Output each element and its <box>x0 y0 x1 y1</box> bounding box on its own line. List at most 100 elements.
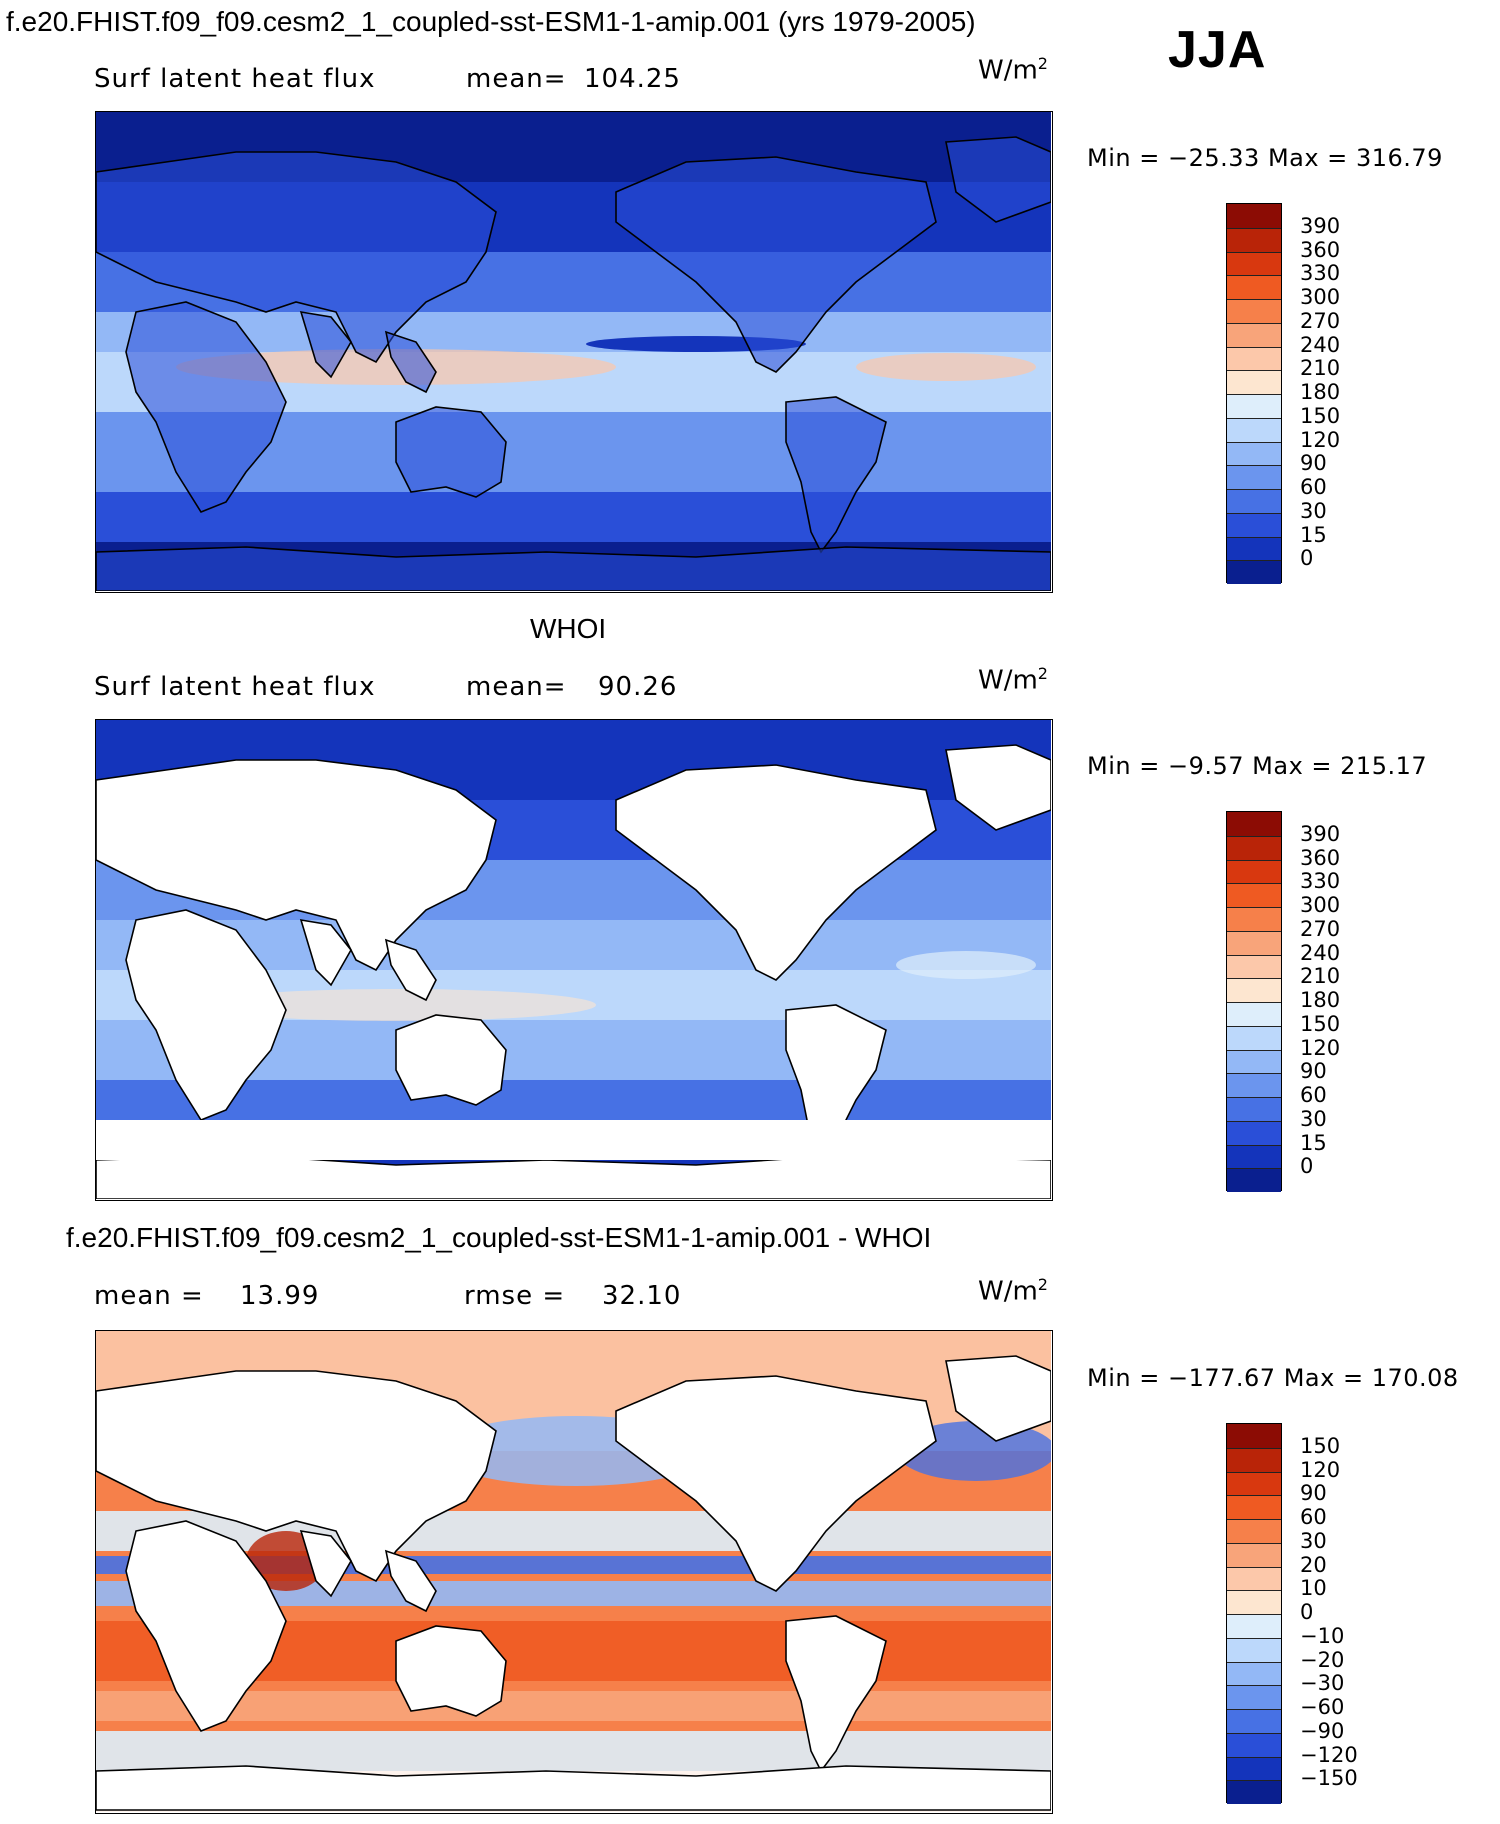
colorbar-tick-label: 210 <box>1300 964 1341 989</box>
panel-diff-mean-label: mean = <box>94 1281 204 1311</box>
colorbar-box <box>1227 1471 1281 1496</box>
colorbar-box <box>1227 1447 1281 1472</box>
colorbar-tick-label: 300 <box>1300 285 1341 309</box>
colorbar-box <box>1227 1097 1281 1121</box>
colorbar-tick-label: 0 <box>1300 546 1314 571</box>
colorbar-tick-label: 360 <box>1300 237 1341 262</box>
coastline-seasia <box>384 330 437 394</box>
colorbar-tick-label: −150 <box>1300 1766 1358 1791</box>
colorbar-box <box>1227 441 1281 466</box>
panel-obs-map <box>95 719 1053 1201</box>
coastline-africa <box>125 909 287 1121</box>
colorbar-tick-label: −30 <box>1300 1671 1345 1696</box>
colorbar-box <box>1227 560 1281 584</box>
coastline-greenland <box>945 136 1051 223</box>
colorbar-box <box>1227 1025 1281 1050</box>
colorbar-tick-label: 180 <box>1300 988 1341 1012</box>
colorbar-box <box>1227 1049 1281 1074</box>
panel-obs-units: W/m2 <box>978 664 1048 696</box>
colorbar-box <box>1227 489 1281 513</box>
colorbar-tick-label: 270 <box>1300 308 1341 333</box>
colorbar-box <box>1227 417 1281 442</box>
colorbar-tick-label: 60 <box>1300 1083 1327 1107</box>
panel-model-units: W/m2 <box>978 54 1048 86</box>
panel-diff-minmax: Min = −177.67 Max = 170.08 <box>1087 1364 1459 1392</box>
panel-obs-mean-value: 90.26 <box>598 672 678 702</box>
panel-diff-heading: f.e20.FHIST.f09_f09.cesm2_1_coupled-sst-… <box>66 1222 932 1253</box>
colorbar-tick-label: 390 <box>1300 821 1341 846</box>
colorbar-tick-label: 90 <box>1300 451 1327 476</box>
colorbar-box <box>1227 1566 1281 1591</box>
figure-title: f.e20.FHIST.f09_f09.cesm2_1_coupled-sst-… <box>6 6 976 37</box>
panel-diff-colorbar <box>1226 1423 1282 1804</box>
colorbar-box <box>1227 1424 1281 1448</box>
colorbar-box <box>1227 204 1281 228</box>
panel-model-mean-label: mean= <box>466 64 567 94</box>
coastline-antarctica <box>96 546 1051 591</box>
colorbar-box <box>1227 1168 1281 1192</box>
colorbar-tick-label: 120 <box>1300 427 1341 452</box>
colorbar-box <box>1227 1519 1281 1543</box>
colorbar-tick-label: 90 <box>1300 1059 1327 1084</box>
coastline-greenland <box>945 744 1051 831</box>
colorbar-box <box>1227 1780 1281 1804</box>
colorbar-tick-label: 300 <box>1300 893 1341 917</box>
coastline-namerica <box>615 764 937 981</box>
colorbar-tick-label: 120 <box>1300 1035 1341 1060</box>
colorbar-tick-label: 180 <box>1300 380 1341 404</box>
colorbar-tick-label: 10 <box>1300 1576 1327 1601</box>
colorbar-tick-label: 60 <box>1300 475 1327 499</box>
panel-diff-map <box>95 1330 1053 1814</box>
coastline-seasia <box>384 938 437 1002</box>
colorbar-box <box>1227 1614 1281 1638</box>
colorbar-box <box>1227 1732 1281 1757</box>
coastline-eurasia <box>96 151 497 364</box>
panel-obs-colorbar <box>1226 811 1282 1192</box>
colorbar-tick-label: 60 <box>1300 1505 1327 1529</box>
panel-obs-variable: Surf latent heat flux <box>94 672 376 702</box>
panel-diff-rmse-label: rmse = <box>464 1281 566 1311</box>
coastline-greenland <box>945 1355 1051 1442</box>
panel-obs-minmax: Min = −9.57 Max = 215.17 <box>1087 752 1428 780</box>
colorbar-tick-label: 330 <box>1300 261 1341 286</box>
coastline-namerica <box>615 1375 937 1592</box>
colorbar-tick-label: 90 <box>1300 1481 1327 1506</box>
colorbar-box <box>1227 1120 1281 1145</box>
colorbar-tick-label: 20 <box>1300 1552 1327 1577</box>
colorbar-tick-label: 120 <box>1300 1457 1341 1482</box>
coastline-australia <box>395 1014 507 1106</box>
coastline-eurasia <box>96 759 497 972</box>
colorbar-tick-label: 390 <box>1300 213 1341 238</box>
panel-diff-units: W/m2 <box>978 1275 1048 1307</box>
panel-model-map <box>95 111 1053 593</box>
colorbar-box <box>1227 512 1281 537</box>
coastline-antarctica <box>96 1765 1051 1811</box>
colorbar-box <box>1227 930 1281 955</box>
colorbar-tick-label: 30 <box>1300 1528 1327 1553</box>
coastline-australia <box>395 406 507 498</box>
colorbar-box <box>1227 275 1281 299</box>
colorbar-tick-label: 150 <box>1300 403 1341 428</box>
panel-model-mean-value: 104.25 <box>584 64 681 94</box>
colorbar-box <box>1227 907 1281 931</box>
colorbar-tick-label: 0 <box>1300 1600 1314 1624</box>
colorbar-tick-label: −20 <box>1300 1647 1345 1672</box>
colorbar-box <box>1227 1661 1281 1686</box>
colorbar-box <box>1227 251 1281 276</box>
colorbar-box <box>1227 394 1281 418</box>
colorbar-box <box>1227 1542 1281 1567</box>
colorbar-tick-label: 15 <box>1300 522 1327 547</box>
panel-model-minmax: Min = −25.33 Max = 316.79 <box>1087 144 1443 172</box>
colorbar-tick-label: 240 <box>1300 940 1341 965</box>
colorbar-box <box>1227 1756 1281 1781</box>
panel-diff-rmse-value: 32.10 <box>602 1281 682 1311</box>
colorbar-tick-label: 240 <box>1300 332 1341 357</box>
colorbar-tick-label: −120 <box>1300 1742 1358 1767</box>
colorbar-box <box>1227 227 1281 252</box>
coastline-samerica <box>785 1615 887 1773</box>
colorbar-box <box>1227 1073 1281 1097</box>
colorbar-tick-label: −60 <box>1300 1695 1345 1719</box>
colorbar-tick-label: 150 <box>1300 1433 1341 1458</box>
colorbar-box <box>1227 1709 1281 1733</box>
colorbar-box <box>1227 835 1281 860</box>
